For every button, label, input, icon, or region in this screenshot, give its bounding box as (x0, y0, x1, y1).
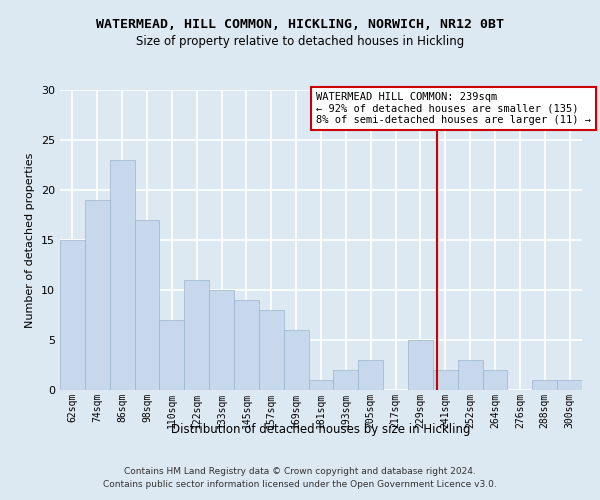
Bar (334, 370, 358, 390)
Text: Distribution of detached houses by size in Hickling: Distribution of detached houses by size … (171, 422, 471, 436)
Bar (209, 290, 234, 390)
Text: WATERMEAD, HILL COMMON, HICKLING, NORWICH, NR12 0BT: WATERMEAD, HILL COMMON, HICKLING, NORWIC… (96, 18, 504, 30)
Bar (160, 320, 184, 390)
Bar (60, 240, 85, 390)
Bar (110, 160, 134, 390)
Bar (557, 380, 582, 390)
Bar (85, 200, 110, 390)
Bar (458, 360, 482, 390)
Bar (184, 280, 209, 390)
Text: Contains HM Land Registry data © Crown copyright and database right 2024.: Contains HM Land Registry data © Crown c… (124, 468, 476, 476)
Text: WATERMEAD HILL COMMON: 239sqm
← 92% of detached houses are smaller (135)
8% of s: WATERMEAD HILL COMMON: 239sqm ← 92% of d… (316, 92, 591, 125)
Bar (134, 220, 160, 390)
Bar (234, 300, 259, 390)
Bar (259, 310, 284, 390)
Text: Contains public sector information licensed under the Open Government Licence v3: Contains public sector information licen… (103, 480, 497, 489)
Text: Size of property relative to detached houses in Hickling: Size of property relative to detached ho… (136, 35, 464, 48)
Bar (433, 370, 458, 390)
Bar (408, 340, 433, 390)
Bar (482, 370, 508, 390)
Y-axis label: Number of detached properties: Number of detached properties (25, 152, 35, 328)
Bar (532, 380, 557, 390)
Bar (284, 330, 308, 390)
Bar (308, 380, 334, 390)
Bar (358, 360, 383, 390)
